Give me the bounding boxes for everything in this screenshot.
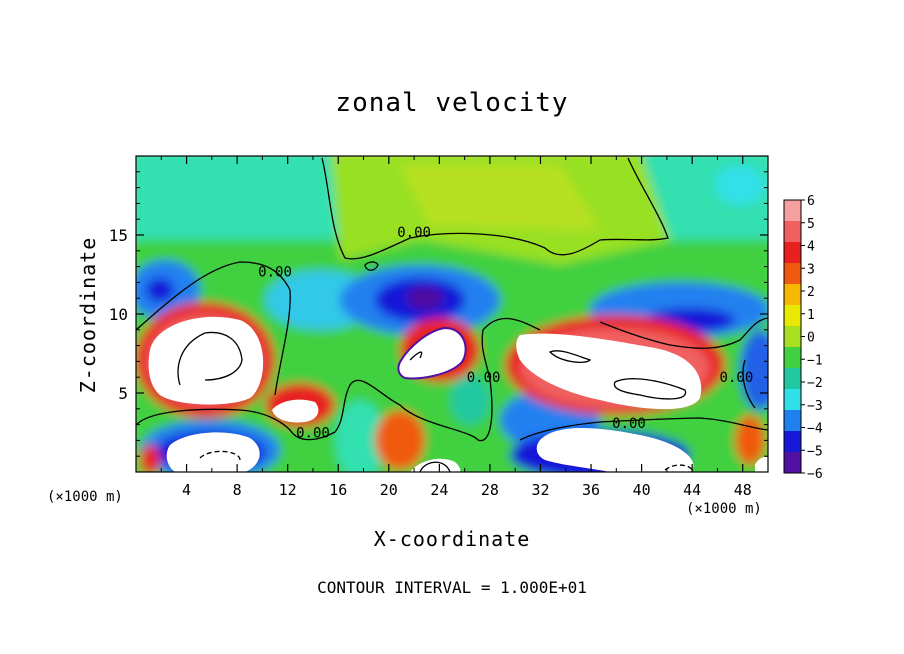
y-tick-label: 5 <box>118 384 128 403</box>
colorbar-segment <box>784 326 801 348</box>
colorbar-tick-label: −2 <box>807 376 823 391</box>
x-axis: 4 8 12 16 20 24 28 32 36 40 44 48 <box>160 156 752 499</box>
colorbar-segment <box>784 242 801 264</box>
x-tick-label: 24 <box>430 481 448 499</box>
colorbar-tick-label: −6 <box>807 467 823 482</box>
colorbar-segment <box>784 305 801 327</box>
colorbar-segment <box>784 263 801 285</box>
heatmap-field <box>136 156 768 472</box>
chart-title: zonal velocity <box>335 88 569 118</box>
colorbar-tick-label: 0 <box>807 331 815 346</box>
colorbar-segment <box>784 347 801 369</box>
colorbar-tick-label: −5 <box>807 444 823 459</box>
y-tick-label: 10 <box>109 305 128 324</box>
colorbar-tick-label: −3 <box>807 399 823 414</box>
x-tick-label: 44 <box>683 481 701 499</box>
x-tick-label: 8 <box>233 481 242 499</box>
contour-label: 0.00 <box>296 426 330 442</box>
x-unit-label-right: (×1000 m) <box>686 501 762 517</box>
colorbar-segment <box>784 389 801 411</box>
x-tick-label: 36 <box>582 481 600 499</box>
contour-label: 0.00 <box>467 370 501 386</box>
contour-label: 0.00 <box>720 370 754 386</box>
colorbar-tick-label: 1 <box>807 308 815 323</box>
colorbar-segment <box>784 431 801 453</box>
colorbar-segment <box>784 221 801 243</box>
contour-interval-footer: CONTOUR INTERVAL = 1.000E+01 <box>317 578 587 597</box>
contour-label: 0.00 <box>397 225 431 241</box>
colorbar-segment <box>784 200 801 222</box>
x-axis-label: X-coordinate <box>373 527 531 551</box>
x-tick-label: 20 <box>380 481 398 499</box>
colorbar-segment <box>784 368 801 390</box>
y-tick-label: 15 <box>109 226 128 245</box>
x-unit-label-left: (×1000 m) <box>47 489 123 505</box>
contour-label: 0.00 <box>258 264 292 280</box>
y-axis: 5 10 15 <box>109 171 768 457</box>
x-tick-label: 32 <box>531 481 549 499</box>
contour-labels: 0.00 0.00 0.00 0.00 0.00 0.00 <box>258 225 753 442</box>
x-tick-label: 4 <box>182 481 191 499</box>
colorbar-tick-label: 3 <box>807 262 815 277</box>
colorbar-segment <box>784 284 801 306</box>
x-tick-label: 12 <box>279 481 297 499</box>
y-axis-label: Z-coordinate <box>76 236 100 394</box>
x-tick-label: 28 <box>481 481 499 499</box>
contour-label: 0.00 <box>612 416 646 432</box>
x-tick-label: 40 <box>633 481 651 499</box>
colorbar-tick-label: 5 <box>807 217 815 232</box>
colorbar-segment <box>784 410 801 432</box>
colorbar-segment <box>784 452 801 474</box>
colorbar-tick-label: −4 <box>807 422 823 437</box>
x-tick-label: 16 <box>329 481 347 499</box>
colorbar: 6 5 4 3 2 1 0 −1 −2 −3 −4 −5 −6 <box>783 194 823 482</box>
colorbar-tick-label: 4 <box>807 240 815 255</box>
x-tick-label: 48 <box>734 481 752 499</box>
colorbar-tick-label: −1 <box>807 353 823 368</box>
colorbar-tick-label: 6 <box>807 194 815 209</box>
colorbar-tick-label: 2 <box>807 285 815 300</box>
